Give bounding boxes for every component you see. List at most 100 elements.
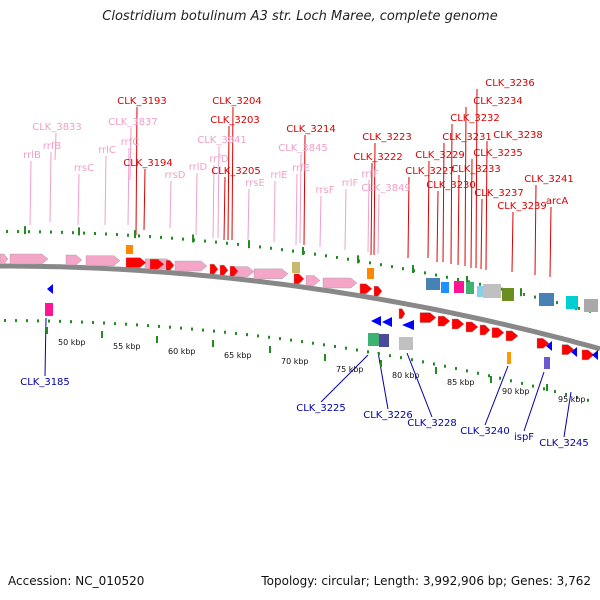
upper-major-tick (357, 255, 359, 264)
label-leader (563, 391, 572, 438)
upper-ring-dot (424, 271, 426, 275)
label-leader (485, 140, 488, 271)
gene-label: CLK_3849 (361, 183, 411, 194)
gene-label: CLK_3235 (473, 148, 523, 159)
lower-ring-dot (389, 354, 391, 358)
upper-ring-dot (468, 280, 470, 284)
scale-label: 80 kbp (392, 371, 420, 380)
feature-box (477, 286, 485, 297)
genome-backbone (0, 263, 600, 352)
label-leader (523, 371, 545, 432)
label-leader (143, 168, 146, 231)
lower-ring-dot (466, 369, 468, 373)
protein-gene (219, 264, 229, 276)
protein-gene (536, 338, 550, 349)
lower-ring-dot (235, 331, 237, 335)
label-leader (475, 88, 478, 269)
lower-ring-dot (488, 374, 490, 378)
protein-gene (373, 285, 383, 297)
feature-box (584, 299, 598, 312)
upper-major-tick (192, 234, 194, 243)
lower-ring-dot (301, 340, 303, 344)
label-leader (104, 155, 107, 226)
upper-ring-dot (127, 233, 129, 237)
protein-gene (229, 265, 239, 277)
lower-ring-dot (345, 346, 347, 350)
lower-ring-dot (279, 337, 281, 341)
lower-ring-dot (433, 362, 435, 366)
lower-ring-dot (268, 335, 270, 339)
gene-label: CLK_3204 (212, 96, 262, 107)
lower-major-tick (269, 346, 271, 353)
protein-gene (561, 344, 575, 355)
gene-label: CLK_3837 (108, 117, 158, 128)
label-leader (427, 160, 430, 259)
upper-ring-dot (380, 263, 382, 267)
lower-ring-dot (136, 323, 138, 327)
upper-ring-dot (314, 252, 316, 256)
lower-ring-dot (400, 356, 402, 360)
label-leader (77, 173, 80, 226)
lower-ring-dot (213, 329, 215, 333)
upper-ring-dot (204, 239, 206, 243)
lower-ring-dot (70, 320, 72, 324)
upper-ring-dot (523, 292, 525, 296)
lower-ring-dot (26, 319, 28, 323)
label-leader (470, 158, 473, 269)
feature-box (426, 278, 440, 290)
lower-ring-dot (587, 398, 589, 402)
lower-ring-dot (290, 338, 292, 342)
protein-gene (491, 327, 505, 338)
protein-gene (398, 308, 406, 319)
gene-label: CLK_3227 (405, 166, 455, 177)
protein-gene (437, 315, 451, 327)
upper-ring-dot (83, 231, 85, 235)
scale-label: 50 kbp (58, 338, 86, 347)
label-leader (129, 127, 132, 181)
gene-label: rrfD (209, 154, 229, 165)
upper-ring-dot (578, 306, 580, 310)
gene-label: CLK_3239 (497, 201, 547, 212)
label-leader (367, 179, 370, 253)
protein-gene (125, 257, 147, 268)
upper-ring-dot (457, 278, 459, 282)
scale-label: 75 kbp (336, 365, 364, 374)
lower-ring-dot (510, 379, 512, 383)
scale-label: 95 kbp (558, 395, 586, 404)
lower-ring-dot (48, 319, 50, 323)
gene-label: CLK_3193 (117, 96, 167, 107)
upper-ring-dot (292, 249, 294, 253)
gene-label: rrsE (245, 178, 265, 189)
scale-label: 90 kbp (502, 387, 530, 396)
lower-ring-dot (147, 324, 149, 328)
label-leader (407, 176, 410, 259)
upper-ring-dot (50, 230, 52, 234)
upper-ring-dot (435, 273, 437, 277)
protein-gene (293, 273, 305, 285)
lower-major-tick (46, 327, 48, 334)
lower-ring-dot (202, 328, 204, 332)
lower-major-tick (212, 340, 214, 347)
gene-label: CLK_3223 (362, 132, 412, 143)
label-leader (247, 188, 250, 241)
gene-label: CLK_3241 (524, 174, 574, 185)
protein-gene (165, 260, 175, 271)
label-leader (480, 198, 483, 270)
lower-ring-dot (576, 395, 578, 399)
scale-label: 65 kbp (224, 351, 252, 360)
gene-label: CLK_3845 (278, 143, 328, 154)
upper-ring-dot (446, 275, 448, 279)
upper-ring-dot (6, 230, 8, 234)
label-leader (370, 162, 373, 256)
reverse-gene (382, 317, 392, 327)
label-leader (377, 193, 380, 255)
map-title: Clostridium botulinum A3 str. Loch Maree… (102, 9, 498, 24)
upper-ring-dot (72, 231, 74, 235)
gene-label: CLK_3228 (407, 418, 457, 429)
scale-label: 70 kbp (281, 357, 309, 366)
gene-label: ispF (514, 432, 534, 443)
upper-major-tick (134, 230, 136, 239)
label-leader (127, 147, 130, 226)
feature-box (466, 282, 474, 294)
